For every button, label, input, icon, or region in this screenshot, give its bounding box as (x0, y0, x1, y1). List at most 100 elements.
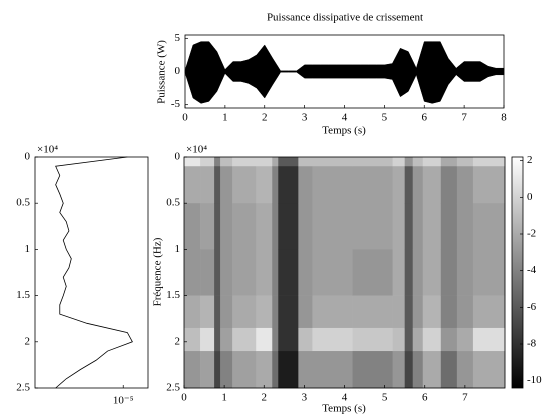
x-axis-label: Temps (s) (322, 125, 366, 137)
heat-cell (312, 327, 353, 352)
heat-cell (422, 157, 442, 167)
heat-cell (312, 157, 353, 167)
heat-cell (220, 249, 233, 296)
heat-cell (200, 203, 215, 250)
colorbar-tick-label: -6 (527, 301, 537, 313)
heat-cell (220, 327, 233, 352)
heat-cell (232, 327, 257, 352)
heat-cell (312, 203, 353, 250)
heat-cell (352, 249, 393, 296)
heat-cell (298, 157, 313, 167)
waveform-area (184, 41, 505, 72)
colorbar-tick-label: 0 (527, 191, 533, 203)
y-tick-label: 1 (175, 243, 181, 255)
heat-cell (392, 249, 405, 296)
heat-cell (312, 249, 353, 296)
heat-cell (472, 295, 506, 329)
x-tick-label: 5 (382, 392, 388, 404)
heat-cell (214, 157, 221, 167)
x-tick-label: 7 (462, 392, 468, 404)
heat-cell (200, 327, 215, 352)
heat-cell (232, 157, 257, 167)
heat-cell (404, 166, 414, 204)
heat-cell (412, 249, 424, 296)
heat-cell (312, 351, 353, 389)
y-tick-label: 0 (175, 151, 181, 163)
spectrum-line (55, 156, 133, 389)
x-tick-label: 4 (342, 392, 348, 404)
heat-cell (272, 157, 279, 167)
y-tick-label: 2.5 (166, 382, 180, 394)
heat-cell (272, 249, 279, 296)
y-tick-label: 0.5 (166, 197, 180, 209)
heat-cell (312, 166, 353, 204)
axis-multiplier: ×10⁴ (37, 144, 58, 156)
heat-cell (272, 166, 279, 204)
heat-cell (456, 166, 474, 204)
heat-cell (214, 351, 221, 389)
y-tick-label: 0 (25, 151, 31, 163)
heat-cell (352, 157, 393, 167)
heat-cell (256, 351, 273, 389)
heat-cell (472, 327, 506, 352)
heat-cell (232, 249, 257, 296)
x-tick-label: 1 (221, 392, 227, 404)
heat-cell (298, 203, 313, 250)
heat-cell (440, 295, 458, 329)
heat-cell (412, 166, 424, 204)
heat-cell (256, 327, 273, 352)
heat-cell (256, 157, 273, 167)
heat-cell (220, 203, 233, 250)
heat-cell (256, 249, 273, 296)
heat-cell (472, 203, 506, 250)
heat-cell (352, 203, 393, 250)
x-tick-label: 6 (422, 392, 428, 404)
heat-cell (412, 157, 424, 167)
heat-cell (404, 327, 414, 352)
heat-cell (412, 327, 424, 352)
heat-cell (200, 295, 215, 329)
heat-cell (472, 351, 506, 389)
axis-multiplier: ×10⁴ (186, 144, 207, 156)
heat-cell (440, 157, 458, 167)
heat-cell (404, 295, 414, 329)
x-tick-label: 2 (262, 392, 268, 404)
heat-cell (256, 203, 273, 250)
colorbar-tick-label: 2 (527, 154, 533, 166)
heat-cell (184, 166, 201, 204)
waveform-area (184, 71, 505, 104)
heat-cell (412, 351, 424, 389)
heat-cell (272, 351, 279, 389)
y-tick-label: 0.5 (16, 197, 30, 209)
heat-cell (392, 295, 405, 329)
heat-cell (200, 351, 215, 389)
heat-cell (214, 203, 221, 250)
heat-cell (278, 157, 299, 167)
heat-cell (352, 351, 393, 389)
heat-cell (220, 351, 233, 389)
heat-cell (220, 157, 233, 167)
heat-cell (272, 203, 279, 250)
heat-cell (298, 249, 313, 296)
heat-cell (440, 166, 458, 204)
heat-cell (412, 203, 424, 250)
heat-cell (220, 166, 233, 204)
x-tick-label: 10⁻⁵ (113, 395, 134, 407)
heat-cell (456, 327, 474, 352)
heat-cell (278, 166, 299, 204)
y-tick-label: -5 (171, 98, 181, 110)
heat-cell (456, 203, 474, 250)
colorbar-tick-label: -8 (527, 338, 537, 350)
heat-cell (456, 295, 474, 329)
heat-cell (392, 203, 405, 250)
heat-cell (232, 166, 257, 204)
heat-cell (200, 166, 215, 204)
x-tick-label: 7 (461, 112, 467, 124)
heat-cell (312, 295, 353, 329)
heat-cell (472, 249, 506, 296)
heat-cell (278, 203, 299, 250)
heat-cell (392, 351, 405, 389)
heat-cell (472, 166, 506, 204)
y-tick-label: 0 (175, 65, 181, 77)
heat-cell (404, 249, 414, 296)
